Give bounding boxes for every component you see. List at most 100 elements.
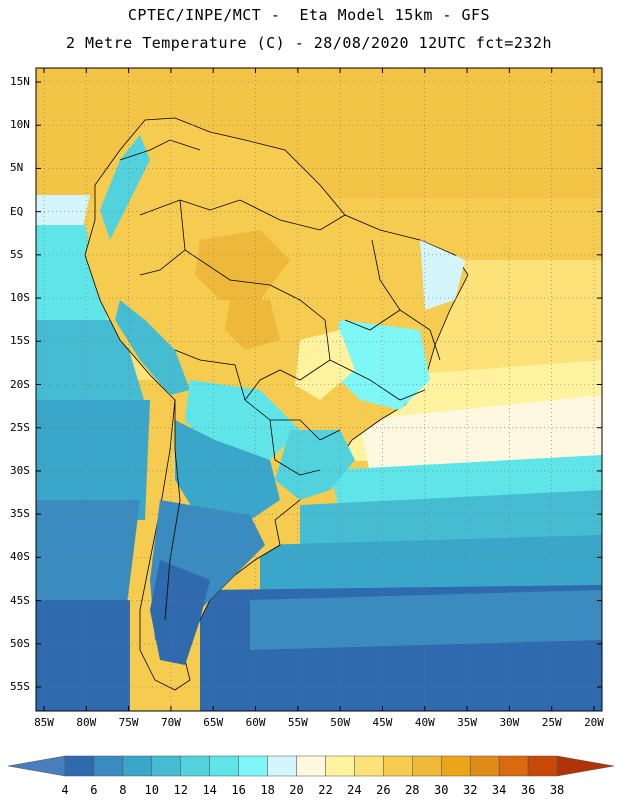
colorbar [7, 755, 615, 777]
longitude-label: 70W [160, 716, 181, 729]
colorbar-swatch [151, 755, 181, 777]
latitude-label: 55S [10, 680, 30, 693]
border-line [344, 309, 401, 331]
field-south-brazil [275, 430, 355, 500]
border-line [244, 399, 341, 441]
colorbar-label: 34 [491, 783, 507, 797]
axis-ticks [36, 68, 602, 711]
longitude-label: 30W [499, 716, 520, 729]
colorbar-label: 6 [90, 783, 98, 797]
colorbar-swatch [209, 755, 239, 777]
longitude-label: 40W [414, 716, 435, 729]
colorbar-arrow-high [556, 755, 615, 777]
border-line [244, 319, 331, 401]
field-amazon-hot [195, 230, 290, 300]
colorbar-arrow-low [7, 755, 66, 777]
field-pacific-blue3 [36, 500, 140, 620]
colorbar-label: 24 [347, 783, 362, 797]
longitude-label: 50W [330, 716, 351, 729]
field-northeast-light [420, 240, 465, 310]
colorbar-label: 18 [260, 783, 275, 797]
field-pacific-blue [36, 600, 130, 711]
colorbar-swatch [527, 755, 558, 777]
longitude-label: 45W [372, 716, 393, 729]
colorbar-label: 36 [520, 783, 536, 797]
colorbar-swatch [441, 755, 471, 777]
colorbar-swatch [469, 755, 500, 777]
map-title: CPTEC/INPE/MCT - Eta Model 15km - GFS [127, 6, 491, 24]
field-atlantic-blue2 [250, 590, 602, 650]
longitude-label: 65W [203, 716, 224, 729]
border-line [164, 400, 181, 621]
colorbar-swatch [122, 755, 153, 777]
longitude-label: 35W [457, 716, 477, 729]
border-line [184, 249, 326, 321]
latitude-label: 10S [10, 291, 30, 305]
border-line [329, 359, 426, 401]
field-pacific-teal [36, 400, 150, 520]
map-subtitle: 2 Metre Temperature (C) - 28/08/2020 12U… [65, 34, 553, 52]
colorbar-label: 14 [202, 783, 217, 797]
colorbar-swatch [296, 755, 326, 777]
field-andes-central [115, 300, 190, 395]
field-central-orange [225, 300, 280, 350]
colorbar-label: 32 [462, 783, 478, 797]
colorbar-swatch [354, 755, 384, 777]
colorbar-swatch [325, 755, 355, 777]
longitude-label: 20W [584, 716, 604, 729]
colorbar-swatch [267, 755, 297, 777]
field-pampas-teal [175, 420, 280, 520]
field-pacific-cyan [36, 225, 110, 330]
temperature-field [36, 68, 602, 711]
colorbar-label: 8 [119, 783, 127, 797]
colorbar-swatch [93, 755, 124, 777]
border-line [174, 349, 246, 401]
colorbar-swatch [498, 755, 529, 777]
colorbar-swatch [238, 755, 268, 777]
latitude-label: 20S [10, 377, 30, 391]
colorbar-label: 20 [289, 783, 304, 797]
colorbar-label: 22 [318, 783, 333, 797]
latitude-label: 50S [10, 636, 30, 650]
latitude-label: 5S [10, 247, 24, 261]
field-atlantic-cream [360, 395, 602, 475]
colorbar-label: 30 [434, 783, 449, 797]
colorbar-label: 28 [405, 783, 420, 797]
field-patagonia-deep [150, 560, 210, 665]
latitude-label: 15N [10, 75, 30, 88]
colorbar-label: 26 [376, 783, 391, 797]
field-mg-cream [295, 330, 355, 400]
colorbar-label: 10 [144, 783, 159, 797]
border-line [119, 139, 201, 161]
map-frame [35, 67, 603, 712]
colorbar-swatch [64, 755, 95, 777]
longitude-label: 85W [34, 716, 54, 729]
latitude-label: 10N [10, 118, 30, 132]
latitude-label: 25S [10, 420, 30, 434]
border-line [269, 419, 321, 476]
longitude-label: 80W [76, 716, 97, 729]
latitude-label: 45S [10, 593, 30, 607]
colorbar-label: 38 [549, 783, 565, 797]
latitude-label: 5N [10, 161, 24, 175]
colorbar-label: 12 [173, 783, 188, 797]
latitude-label: EQ [10, 204, 24, 218]
longitude-label: 60W [245, 716, 266, 729]
field-andes-north [100, 135, 150, 240]
longitude-label: 55W [287, 716, 308, 729]
colorbar-swatch [180, 755, 210, 777]
field-east-brazil-cyan [330, 320, 430, 410]
latitude-label: 15S [10, 334, 30, 348]
border-line [139, 199, 186, 276]
latitude-label: 35S [10, 507, 30, 521]
latitude-label: 30S [10, 463, 30, 477]
colorbar-swatch [383, 755, 413, 777]
colorbar-label: 16 [231, 783, 246, 797]
latitude-label: 40S [10, 550, 30, 564]
longitude-label: 75W [118, 716, 139, 729]
colorbar-swatch [412, 755, 442, 777]
longitude-label: 25W [541, 716, 562, 729]
colorbar-label: 4 [61, 783, 69, 797]
country-borders [119, 139, 441, 621]
